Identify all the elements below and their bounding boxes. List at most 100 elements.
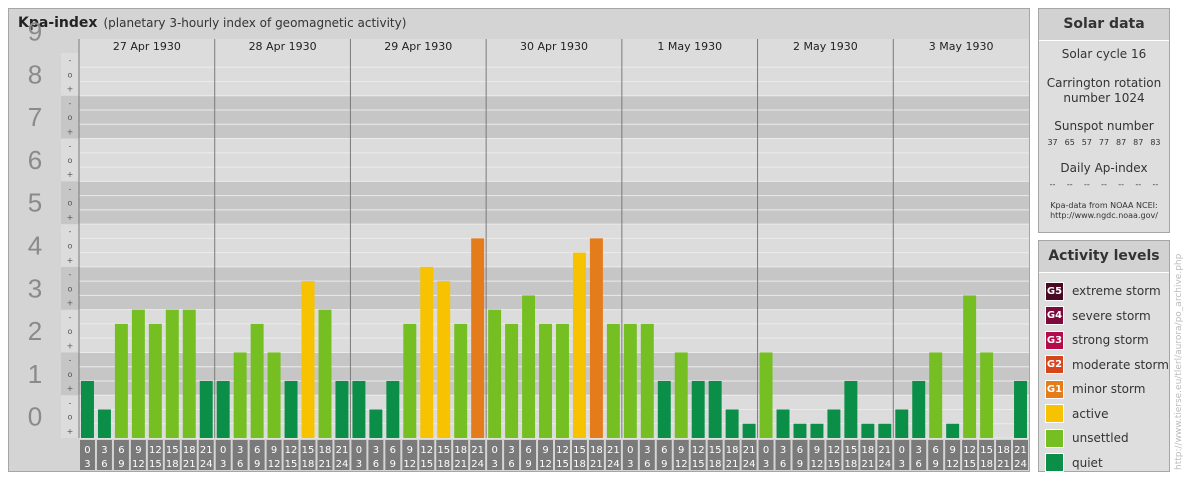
interval-end-label: 12 [539, 459, 552, 470]
interval-start-label: 9 [135, 445, 141, 456]
interval-box [283, 440, 299, 470]
kp-bar [725, 409, 739, 438]
interval-end-label: 6 [508, 459, 514, 470]
kp-bar [335, 380, 349, 438]
interval-start-label: 0 [763, 445, 769, 456]
interval-start-label: 18 [590, 445, 603, 456]
kp-bar [623, 323, 637, 438]
interval-box [962, 440, 978, 470]
sub-tick-label: - [69, 56, 72, 65]
legend-item-severe: G4 severe storm [1039, 304, 1169, 329]
interval-end-label: 6 [644, 459, 650, 470]
legend-item-moderate: G2 moderate storm [1039, 353, 1169, 378]
legend-label: minor storm [1072, 382, 1146, 397]
interval-start-label: 12 [556, 445, 569, 456]
level-band [61, 95, 1029, 139]
kp-bar [759, 352, 773, 438]
g5-swatch: G5 [1045, 281, 1064, 301]
interval-box [928, 440, 944, 470]
kp-bar [505, 323, 519, 438]
kp-bar [895, 409, 909, 438]
day-label: 30 Apr 1930 [520, 40, 588, 53]
kp-chart-panel: Kpa-index (planetary 3-hourly index of ge… [8, 8, 1030, 472]
interval-end-label: 15 [692, 459, 705, 470]
interval-start-label: 3 [237, 445, 243, 456]
ap-value: -- [1101, 180, 1107, 189]
legend-item-strong: G3 strong storm [1039, 328, 1169, 353]
kp-bar [250, 323, 264, 438]
kp-bar [963, 295, 977, 438]
interval-start-label: 0 [356, 445, 362, 456]
interval-start-label: 15 [437, 445, 450, 456]
kp-bar [81, 380, 94, 438]
sub-tick-label: + [67, 341, 74, 350]
interval-end-label: 6 [916, 459, 922, 470]
interval-end-label: 18 [573, 459, 586, 470]
interval-box [673, 440, 689, 470]
legend-label: extreme storm [1072, 284, 1161, 299]
interval-end-label: 24 [200, 459, 213, 470]
kp-bar [301, 281, 315, 438]
interval-end-label: 6 [101, 459, 107, 470]
interval-box [130, 440, 146, 470]
active-swatch [1045, 404, 1064, 424]
activity-levels-title: Activity levels [1039, 241, 1169, 273]
legend-item-active: active [1039, 402, 1169, 427]
legend-label: quiet [1072, 455, 1103, 470]
sunspot-value: 83 [1150, 138, 1161, 147]
carrington-line2: number 1024 [1063, 91, 1145, 105]
y-tick-label: 1 [28, 359, 42, 389]
kp-bar [420, 266, 434, 438]
kp-bar [471, 238, 485, 438]
ap-value: -- [1066, 180, 1073, 189]
kp-bar [980, 352, 994, 438]
y-tick-label: 7 [28, 102, 42, 132]
kp-bar [488, 309, 502, 438]
y-tick-label: 0 [28, 402, 42, 432]
y-tick-label: 9 [28, 17, 42, 47]
interval-box [571, 440, 587, 470]
interval-box [555, 440, 570, 470]
interval-end-label: 3 [763, 459, 769, 470]
interval-box [622, 440, 638, 470]
kp-bar [589, 238, 603, 438]
interval-start-label: 6 [118, 445, 124, 456]
legend-label: active [1072, 406, 1109, 421]
interval-box [436, 440, 452, 470]
interval-box [249, 440, 265, 470]
sub-tick-label: + [67, 85, 74, 94]
interval-box [402, 440, 418, 470]
interval-end-label: 12 [811, 459, 824, 470]
interval-start-label: 6 [797, 445, 803, 456]
interval-box [181, 440, 197, 470]
interval-start-label: 6 [254, 445, 260, 456]
interval-start-label: 12 [420, 445, 433, 456]
sub-tick-label: o [68, 413, 73, 422]
interval-start-label: 3 [780, 445, 786, 456]
sub-tick-label: - [69, 270, 72, 279]
sub-tick-label: - [69, 184, 72, 193]
sunspot-value: 57 [1081, 138, 1092, 147]
kp-bar [946, 423, 960, 438]
sub-tick-label: o [68, 70, 73, 79]
legend-item-extreme: G5 extreme storm [1039, 279, 1169, 304]
interval-start-label: 21 [471, 445, 484, 456]
date-header-strip [79, 39, 1029, 53]
interval-end-label: 6 [373, 459, 379, 470]
chart-subtitle: (planetary 3-hourly index of geomagnetic… [103, 16, 407, 30]
interval-end-label: 21 [726, 459, 739, 470]
sub-tick-label: o [68, 370, 73, 379]
kp-bar [691, 380, 705, 438]
sunspot-value: 37 [1047, 138, 1058, 147]
sub-tick-label: + [67, 170, 74, 179]
kp-bar [556, 323, 569, 438]
kp-bar [539, 323, 552, 438]
sub-tick-label: + [67, 427, 74, 436]
sub-tick-label: o [68, 113, 73, 122]
ap-value: -- [1152, 180, 1159, 189]
interval-box [996, 440, 1012, 470]
interval-box [639, 440, 655, 470]
g2-swatch: G2 [1045, 355, 1064, 375]
interval-box [147, 440, 163, 470]
interval-box [164, 440, 180, 470]
